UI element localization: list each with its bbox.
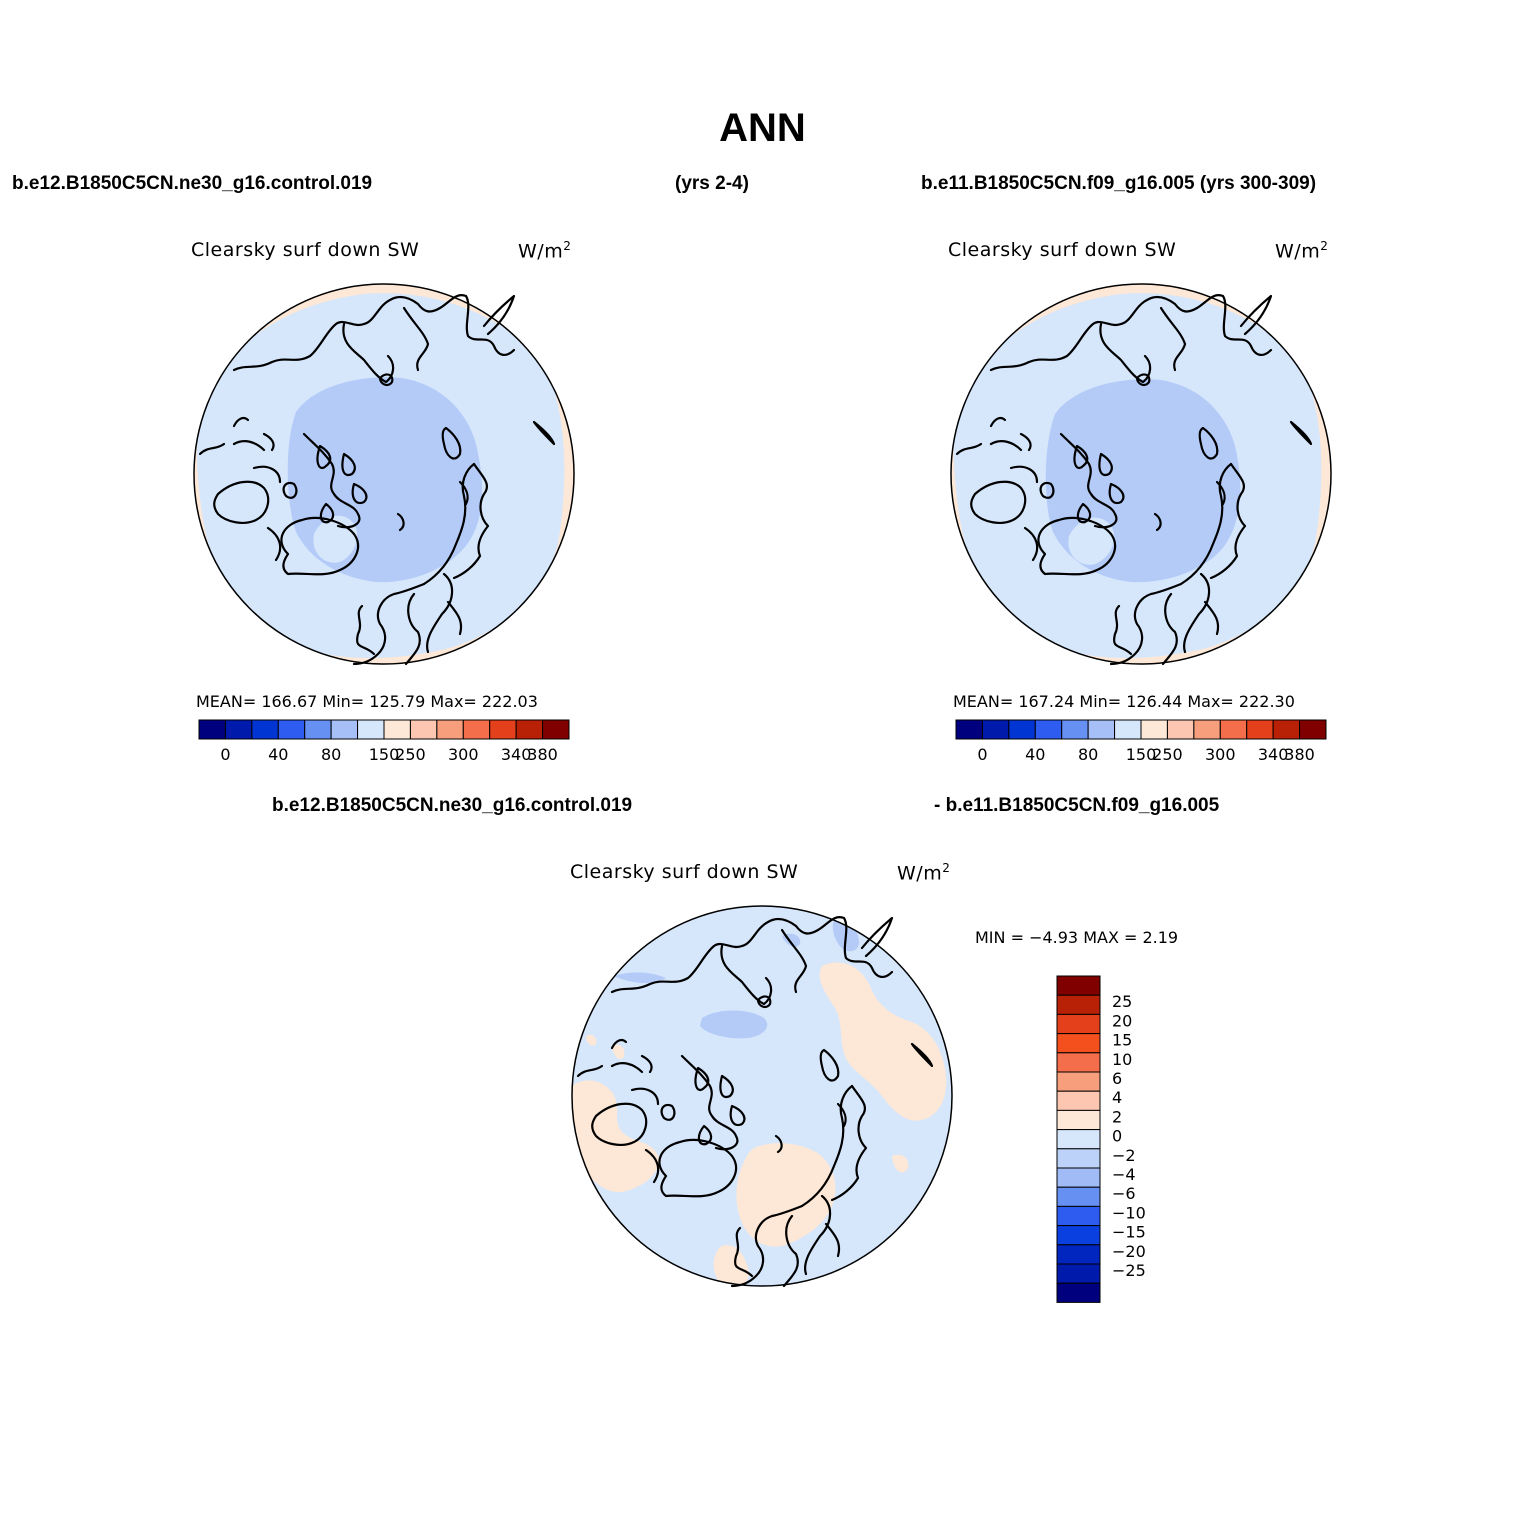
right-colorbar-swatch-0 xyxy=(955,719,983,740)
right-colorbar-swatch-10 xyxy=(1219,719,1248,740)
diff-units: W/m2 xyxy=(897,861,951,885)
diff-polar-map xyxy=(571,905,953,1288)
diff-colorbar-swatch-3 xyxy=(1056,1033,1101,1054)
diff-colorbar-label-12: −15 xyxy=(1112,1223,1146,1242)
right-colorbar-swatch-11 xyxy=(1246,719,1274,740)
diff-colorbar-swatch-10 xyxy=(1056,1167,1101,1188)
left-colorbar-swatch-12 xyxy=(515,719,544,740)
right-colorbar-label-3: 150 xyxy=(1126,745,1157,764)
diff-colorbar-label-1: 20 xyxy=(1112,1011,1132,1030)
season-title: ANN xyxy=(719,106,806,150)
left-colorbar-label-0: 0 xyxy=(220,745,230,764)
diff-colorbar-swatch-12 xyxy=(1056,1205,1101,1227)
case1-title: b.e12.B1850C5CN.ne30_g16.control.019 xyxy=(12,173,373,194)
diff-colorbar-swatch-14 xyxy=(1056,1244,1101,1265)
left-colorbar-swatch-6 xyxy=(357,719,385,740)
diff-colorbar-swatch-13 xyxy=(1056,1225,1101,1246)
right-colorbar-swatch-4 xyxy=(1061,719,1089,740)
left-colorbar-swatch-3 xyxy=(277,719,306,740)
diff-colorbar-label-10: −6 xyxy=(1112,1184,1136,1203)
left-variable-title: Clearsky surf down SW xyxy=(191,239,420,261)
right-variable-title: Clearsky surf down SW xyxy=(948,239,1177,261)
left-colorbar-label-5: 300 xyxy=(448,745,479,764)
diff-colorbar-label-4: 6 xyxy=(1112,1069,1122,1088)
diff-colorbar-label-6: 2 xyxy=(1112,1107,1122,1126)
left-colorbar-swatch-5 xyxy=(330,719,359,740)
diff-stats: MIN = −4.93 MAX = 2.19 xyxy=(975,928,1179,947)
left-colorbar-swatch-11 xyxy=(489,719,517,740)
left-colorbar-label-7: 380 xyxy=(527,745,558,764)
right-colorbar-swatch-13 xyxy=(1299,719,1327,740)
diff-colorbar-label-14: −25 xyxy=(1112,1261,1146,1280)
right-colorbar-swatch-9 xyxy=(1193,719,1221,740)
diff-colorbar-label-8: −2 xyxy=(1112,1146,1136,1165)
diff-colorbar-swatch-7 xyxy=(1056,1109,1101,1131)
right-colorbar-label-4: 250 xyxy=(1152,745,1183,764)
diff-colorbar-swatch-15 xyxy=(1056,1263,1101,1284)
right-colorbar-label-2: 80 xyxy=(1078,745,1098,764)
left-colorbar-swatch-4 xyxy=(304,719,332,740)
right-colorbar-label-7: 380 xyxy=(1284,745,1315,764)
diff-colorbar-swatch-11 xyxy=(1056,1186,1101,1207)
left-colorbar-swatch-7 xyxy=(383,719,411,740)
diff-colorbar-swatch-6 xyxy=(1056,1090,1101,1111)
left-colorbar-label-3: 150 xyxy=(369,745,400,764)
right-colorbar-label-5: 300 xyxy=(1205,745,1236,764)
right-polar-map xyxy=(950,283,1332,666)
right-colorbar-swatch-5 xyxy=(1087,719,1116,740)
right-colorbar-label-0: 0 xyxy=(977,745,987,764)
diff-colorbar-swatch-0 xyxy=(1056,975,1101,996)
case1-years: (yrs 2-4) xyxy=(675,173,749,194)
diff-colorbar-label-13: −20 xyxy=(1112,1242,1146,1261)
left-colorbar-label-4: 250 xyxy=(395,745,426,764)
diff-colorbar-label-5: 4 xyxy=(1112,1088,1122,1107)
right-colorbar-swatch-6 xyxy=(1114,719,1142,740)
left-polar-map xyxy=(193,283,575,666)
diff-colorbar-label-2: 15 xyxy=(1112,1031,1132,1050)
diff-colorbar-label-7: 0 xyxy=(1112,1127,1122,1146)
diff-colorbar-swatch-8 xyxy=(1056,1129,1101,1150)
left-colorbar-swatch-8 xyxy=(409,719,438,740)
left-units: W/m2 xyxy=(518,239,572,263)
left-colorbar-swatch-9 xyxy=(436,719,464,740)
right-stats: MEAN= 167.24 Min= 126.44 Max= 222.30 xyxy=(953,692,1295,711)
left-colorbar-label-1: 40 xyxy=(268,745,288,764)
left-colorbar-swatch-0 xyxy=(198,719,226,740)
left-colorbar-swatch-10 xyxy=(462,719,491,740)
diff-variable-title: Clearsky surf down SW xyxy=(570,861,799,883)
diff-colorbar-label-9: −4 xyxy=(1112,1165,1136,1184)
diff-title-right: - b.e11.B1850C5CN.f09_g16.005 xyxy=(934,795,1220,816)
right-colorbar-swatch-1 xyxy=(981,719,1010,740)
diff-title-left: b.e12.B1850C5CN.ne30_g16.control.019 xyxy=(272,795,633,816)
case2-title: b.e11.B1850C5CN.f09_g16.005 (yrs 300-309… xyxy=(921,173,1317,194)
diff-colorbar-swatch-16 xyxy=(1056,1282,1101,1303)
left-stats: MEAN= 166.67 Min= 125.79 Max= 222.03 xyxy=(196,692,538,711)
diff-colorbar-swatch-5 xyxy=(1056,1071,1101,1092)
left-colorbar-label-2: 80 xyxy=(321,745,341,764)
right-colorbar-label-6: 340 xyxy=(1258,745,1289,764)
right-units: W/m2 xyxy=(1275,239,1329,263)
right-colorbar-swatch-12 xyxy=(1272,719,1301,740)
right-colorbar-swatch-3 xyxy=(1034,719,1063,740)
right-colorbar-swatch-2 xyxy=(1008,719,1036,740)
right-colorbar-label-1: 40 xyxy=(1025,745,1045,764)
diff-colorbar-label-3: 10 xyxy=(1112,1050,1132,1069)
left-colorbar-label-6: 340 xyxy=(501,745,532,764)
diff-colorbar-swatch-2 xyxy=(1056,1013,1101,1035)
left-colorbar-swatch-1 xyxy=(224,719,253,740)
diff-colorbar-label-11: −10 xyxy=(1112,1203,1146,1222)
left-colorbar-swatch-2 xyxy=(251,719,279,740)
right-colorbar-swatch-8 xyxy=(1166,719,1195,740)
diff-colorbar-swatch-9 xyxy=(1056,1148,1101,1169)
diff-colorbar-swatch-1 xyxy=(1056,994,1101,1015)
left-colorbar-swatch-13 xyxy=(542,719,570,740)
diff-colorbar-swatch-4 xyxy=(1056,1052,1101,1073)
right-colorbar-swatch-7 xyxy=(1140,719,1168,740)
diff-colorbar-label-0: 25 xyxy=(1112,992,1132,1011)
